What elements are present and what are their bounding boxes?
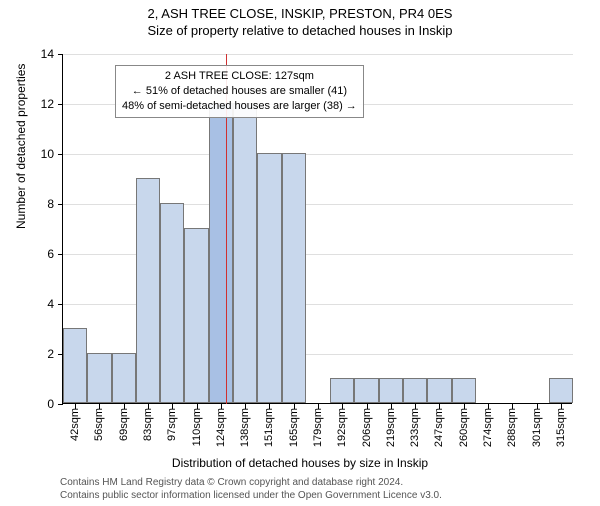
ytick-label: 10: [0, 147, 54, 161]
histogram-bar: [87, 353, 111, 403]
histogram-bar: [63, 328, 87, 403]
xtick-label: 138sqm: [239, 408, 251, 447]
ytick-mark: [58, 404, 63, 405]
histogram-bar: [379, 378, 403, 403]
ytick-mark: [58, 154, 63, 155]
xtick-label: 247sqm: [433, 408, 445, 447]
xtick-label: 179sqm: [312, 408, 324, 447]
gridline: [63, 54, 573, 55]
chart-area: 42sqm56sqm69sqm83sqm97sqm110sqm124sqm138…: [62, 54, 572, 404]
ytick-mark: [58, 104, 63, 105]
ytick-label: 2: [0, 347, 54, 361]
xtick-label: 219sqm: [385, 408, 397, 447]
xtick-label: 110sqm: [191, 408, 203, 446]
histogram-bar: [160, 203, 184, 403]
xtick-label: 69sqm: [118, 408, 130, 441]
xtick-label: 301sqm: [531, 408, 543, 447]
histogram-bar: [452, 378, 476, 403]
ytick-label: 14: [0, 47, 54, 61]
xtick-label: 274sqm: [482, 408, 494, 447]
x-axis-label: Distribution of detached houses by size …: [0, 456, 600, 470]
histogram-bar: [136, 178, 160, 403]
histogram-bar: [282, 153, 306, 403]
histogram-bar: [549, 378, 573, 403]
histogram-bar: [233, 103, 257, 403]
xtick-label: 288sqm: [506, 408, 518, 447]
gridline: [63, 154, 573, 155]
ytick-label: 4: [0, 297, 54, 311]
histogram-bar: [184, 228, 208, 403]
xtick-label: 42sqm: [69, 408, 81, 441]
xtick-label: 233sqm: [409, 408, 421, 447]
annotation-line-2: ← 51% of detached houses are smaller (41…: [122, 84, 357, 99]
footer-line-1: Contains HM Land Registry data © Crown c…: [60, 477, 442, 490]
xtick-label: 83sqm: [142, 408, 154, 441]
ytick-mark: [58, 54, 63, 55]
ytick-mark: [58, 204, 63, 205]
xtick-label: 124sqm: [215, 408, 227, 447]
histogram-bar: [112, 353, 136, 403]
histogram-bar: [427, 378, 451, 403]
histogram-bar: [330, 378, 354, 403]
annotation-line-1: 2 ASH TREE CLOSE: 127sqm: [122, 69, 357, 84]
footer-line-2: Contains public sector information licen…: [60, 490, 442, 503]
ytick-mark: [58, 254, 63, 255]
xtick-label: 56sqm: [93, 408, 105, 441]
xtick-label: 192sqm: [336, 408, 348, 447]
ytick-label: 6: [0, 247, 54, 261]
histogram-bar: [354, 378, 378, 403]
xtick-label: 97sqm: [166, 408, 178, 441]
histogram-bar: [403, 378, 427, 403]
annotation-line-3: 48% of semi-detached houses are larger (…: [122, 99, 357, 114]
histogram-bar: [209, 103, 233, 403]
xtick-label: 151sqm: [263, 408, 275, 447]
ytick-mark: [58, 304, 63, 305]
footer-attribution: Contains HM Land Registry data © Crown c…: [60, 477, 442, 502]
xtick-label: 315sqm: [555, 408, 567, 447]
ytick-label: 0: [0, 397, 54, 411]
ytick-label: 8: [0, 197, 54, 211]
ytick-label: 12: [0, 97, 54, 111]
histogram-bar: [257, 153, 281, 403]
title-line-1: 2, ASH TREE CLOSE, INSKIP, PRESTON, PR4 …: [0, 6, 600, 21]
annotation-box: 2 ASH TREE CLOSE: 127sqm ← 51% of detach…: [115, 65, 364, 118]
xtick-label: 260sqm: [458, 408, 470, 447]
xtick-label: 165sqm: [288, 408, 300, 447]
title-line-2: Size of property relative to detached ho…: [0, 23, 600, 38]
xtick-label: 206sqm: [361, 408, 373, 447]
